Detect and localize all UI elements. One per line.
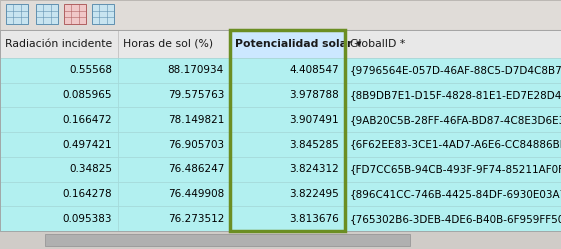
Text: {8B9DB7E1-D15F-4828-81E1-ED7E28D41BD9}: {8B9DB7E1-D15F-4828-81E1-ED7E28D41BD9} xyxy=(350,90,561,100)
Bar xyxy=(92,4,114,24)
Bar xyxy=(0,0,561,30)
Bar xyxy=(0,58,118,83)
Bar xyxy=(64,4,86,24)
Bar xyxy=(230,132,345,157)
Bar xyxy=(118,58,230,83)
Bar xyxy=(118,132,230,157)
Bar xyxy=(345,157,561,182)
Bar xyxy=(345,132,561,157)
Bar xyxy=(0,206,118,231)
Bar xyxy=(345,83,561,107)
Bar xyxy=(118,206,230,231)
Text: 76.905703: 76.905703 xyxy=(168,139,224,149)
Text: 76.449908: 76.449908 xyxy=(168,189,224,199)
Bar xyxy=(6,4,28,24)
Bar xyxy=(230,157,345,182)
Text: 0.164278: 0.164278 xyxy=(62,189,112,199)
Text: Horas de sol (%): Horas de sol (%) xyxy=(123,39,213,49)
Bar xyxy=(230,107,345,132)
Bar xyxy=(345,182,561,206)
Bar xyxy=(0,30,118,58)
Text: {FD7CC65B-94CB-493F-9F74-85211AF0F877}: {FD7CC65B-94CB-493F-9F74-85211AF0F877} xyxy=(350,164,561,174)
Bar xyxy=(118,182,230,206)
Bar xyxy=(0,231,561,249)
Text: 78.149821: 78.149821 xyxy=(168,115,224,125)
Bar xyxy=(0,182,118,206)
Text: 88.170934: 88.170934 xyxy=(168,65,224,75)
Bar xyxy=(118,107,230,132)
Bar xyxy=(0,132,118,157)
Text: 3.845285: 3.845285 xyxy=(289,139,339,149)
Text: 3.822495: 3.822495 xyxy=(289,189,339,199)
Text: 4.408547: 4.408547 xyxy=(289,65,339,75)
Bar xyxy=(118,30,230,58)
Bar xyxy=(345,58,561,83)
Text: Radiación incidente: Radiación incidente xyxy=(5,39,112,49)
Bar xyxy=(230,30,345,58)
Bar xyxy=(230,182,345,206)
Text: Potencialidad solar ▾: Potencialidad solar ▾ xyxy=(235,39,362,49)
Bar xyxy=(118,83,230,107)
Text: 0.166472: 0.166472 xyxy=(62,115,112,125)
Text: {9AB20C5B-28FF-46FA-BD87-4C8E3D6E32FF}: {9AB20C5B-28FF-46FA-BD87-4C8E3D6E32FF} xyxy=(350,115,561,125)
Text: 3.824312: 3.824312 xyxy=(289,164,339,174)
Text: 3.907491: 3.907491 xyxy=(289,115,339,125)
Bar xyxy=(0,83,118,107)
Text: 3.978788: 3.978788 xyxy=(289,90,339,100)
Text: 0.34825: 0.34825 xyxy=(69,164,112,174)
Text: {896C41CC-746B-4425-84DF-6930E03A792A}: {896C41CC-746B-4425-84DF-6930E03A792A} xyxy=(350,189,561,199)
Bar xyxy=(230,83,345,107)
Text: 76.486247: 76.486247 xyxy=(168,164,224,174)
Text: 0.085965: 0.085965 xyxy=(62,90,112,100)
Text: 0.497421: 0.497421 xyxy=(62,139,112,149)
Text: {6F62EE83-3CE1-4AD7-A6E6-CC84886BBB78}: {6F62EE83-3CE1-4AD7-A6E6-CC84886BBB78} xyxy=(350,139,561,149)
Bar xyxy=(230,206,345,231)
Bar xyxy=(230,58,345,83)
Bar xyxy=(0,157,118,182)
Text: 79.575763: 79.575763 xyxy=(168,90,224,100)
Bar xyxy=(0,107,118,132)
Bar xyxy=(345,30,561,58)
Text: 0.095383: 0.095383 xyxy=(62,214,112,224)
Text: {9796564E-057D-46AF-88C5-D7D4C8B741A5}: {9796564E-057D-46AF-88C5-D7D4C8B741A5} xyxy=(350,65,561,75)
Bar xyxy=(345,206,561,231)
Bar xyxy=(36,4,58,24)
Text: 0.55568: 0.55568 xyxy=(69,65,112,75)
Bar xyxy=(118,157,230,182)
Bar xyxy=(45,234,410,246)
Bar xyxy=(230,30,345,231)
Text: GlobalID *: GlobalID * xyxy=(350,39,405,49)
Text: {765302B6-3DEB-4DE6-B40B-6F959FF50593}: {765302B6-3DEB-4DE6-B40B-6F959FF50593} xyxy=(350,214,561,224)
Bar xyxy=(345,107,561,132)
Bar xyxy=(0,30,561,231)
Text: 76.273512: 76.273512 xyxy=(168,214,224,224)
Text: 3.813676: 3.813676 xyxy=(289,214,339,224)
